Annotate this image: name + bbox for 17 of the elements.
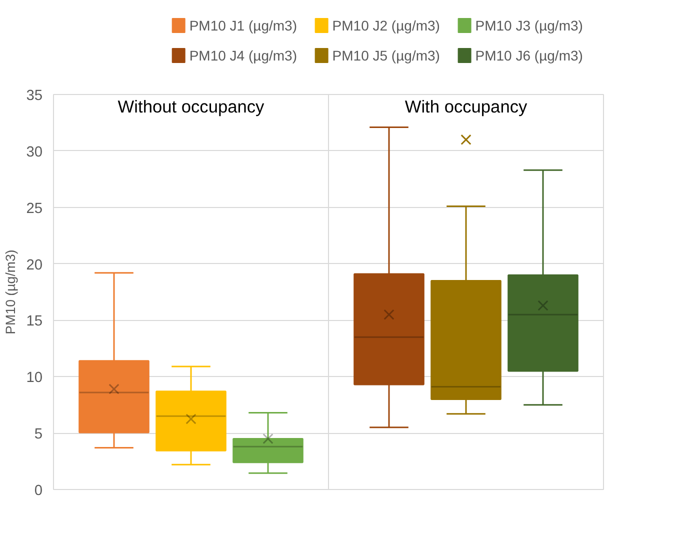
- y-tick-label: 5: [34, 426, 43, 443]
- legend-label: PM10 J3 (µg/m3): [475, 18, 583, 34]
- y-tick-label: 25: [26, 200, 43, 217]
- legend-label: PM10 J2 (µg/m3): [332, 18, 440, 34]
- y-tick-label: 20: [26, 257, 43, 274]
- legend-label: PM10 J5 (µg/m3): [332, 48, 440, 64]
- y-tick-label: 10: [26, 370, 43, 386]
- y-tick-label: 35: [26, 88, 43, 104]
- annotation: Without occupancy: [118, 96, 265, 116]
- legend-label: PM10 J6 (µg/m3): [475, 48, 583, 64]
- annotation: With occupancy: [404, 96, 528, 116]
- y-tick-label: 15: [26, 314, 43, 330]
- y-tick-label: 30: [26, 144, 43, 160]
- legend-label: PM10 J1 (µg/m3): [189, 18, 297, 34]
- y-axis-title: PM10 (µg/m3): [3, 250, 18, 334]
- y-tick-label: 0: [34, 483, 43, 499]
- legend-label: PM10 J4 (µg/m3): [189, 48, 297, 64]
